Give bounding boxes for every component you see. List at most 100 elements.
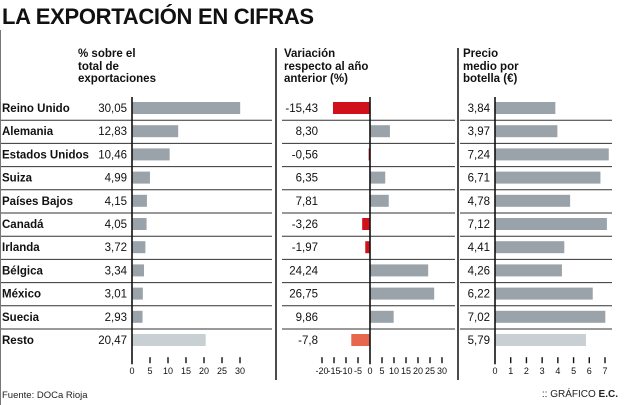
- header-variation-line: anterior (%): [284, 73, 348, 85]
- bar-price: [495, 287, 593, 300]
- tick-label: 20: [413, 366, 423, 376]
- tick-label: -15: [327, 366, 340, 376]
- bar-share: [132, 241, 146, 254]
- country-label: Canadá: [2, 219, 44, 231]
- value-label: 24,24: [289, 265, 318, 277]
- bar-variation: [351, 334, 370, 346]
- bar-variation: [370, 194, 389, 207]
- value-label: -0,56: [292, 149, 318, 161]
- tick-label: 15: [181, 366, 191, 376]
- value-label: 3,01: [105, 289, 127, 301]
- bar-price: [495, 310, 606, 323]
- tick-label: 2: [524, 366, 529, 376]
- credit-brand: E.C.: [598, 389, 618, 400]
- value-label: -7,8: [298, 335, 318, 347]
- tick-label: 30: [235, 366, 245, 376]
- tick-label: -20: [315, 366, 328, 376]
- country-label: Irlanda: [2, 242, 40, 254]
- value-label: 26,75: [289, 289, 318, 301]
- tick-label: 25: [217, 366, 227, 376]
- country-label: Reino Unido: [2, 103, 70, 115]
- tick-label: 20: [199, 366, 209, 376]
- country-label: Bélgica: [2, 265, 44, 277]
- value-label: -3,26: [292, 219, 318, 231]
- tick-label: 5: [147, 366, 152, 376]
- country-label: Suecia: [2, 312, 40, 324]
- tick-label: 10: [389, 366, 399, 376]
- tick-label: 5: [379, 366, 384, 376]
- bar-price: [495, 148, 609, 161]
- bar-price: [495, 264, 562, 277]
- value-label: 4,99: [105, 173, 127, 185]
- value-label: 5,79: [468, 335, 490, 347]
- bar-share: [132, 264, 145, 277]
- value-label: 7,24: [468, 149, 491, 161]
- tick-label: 5: [571, 366, 576, 376]
- credit: :: GRÁFICO E.C.: [542, 389, 618, 400]
- header-price-line: medio por: [463, 60, 519, 73]
- bar-price: [495, 241, 565, 254]
- bar-variation: [365, 241, 370, 254]
- header-variation: Variación respecto al año anterior (%): [284, 48, 368, 86]
- value-label: 8,30: [296, 126, 318, 138]
- bar-share: [132, 287, 143, 300]
- bar-price: [495, 171, 601, 184]
- tick-label: 25: [425, 366, 435, 376]
- value-label: -1,97: [292, 242, 318, 254]
- bar-variation: [370, 171, 386, 184]
- tick-label: 4: [555, 366, 560, 376]
- header-share-line: exportaciones: [78, 73, 156, 85]
- value-label: 4,15: [105, 196, 127, 208]
- header-share-line: % sobre el: [78, 48, 136, 60]
- value-label: -15,43: [285, 103, 318, 115]
- tick-label: 30: [437, 366, 447, 376]
- value-label: 4,78: [468, 196, 490, 208]
- bar-price: [495, 334, 586, 346]
- value-label: 10,46: [98, 149, 127, 161]
- value-label: 3,72: [105, 242, 127, 254]
- source-note: Fuente: DOCa Rioja: [2, 390, 88, 401]
- bar-share: [132, 171, 150, 184]
- value-label: 12,83: [98, 126, 127, 138]
- bar-price: [495, 218, 607, 230]
- value-label: 3,34: [105, 265, 128, 277]
- tick-label: 0: [492, 366, 497, 376]
- value-label: 6,35: [296, 173, 318, 185]
- bar-variation: [370, 310, 394, 323]
- value-label: 6,71: [468, 173, 490, 185]
- tick-label: 0: [367, 366, 372, 376]
- bar-price: [495, 125, 558, 138]
- header-price: Precio medio por botella (€): [463, 48, 519, 86]
- header-share: % sobre el total de exportaciones: [78, 48, 156, 86]
- bar-variation: [362, 218, 370, 230]
- value-label: 4,26: [468, 265, 490, 277]
- tick-label: 15: [401, 366, 411, 376]
- value-label: 2,93: [105, 312, 127, 324]
- value-label: 3,97: [468, 126, 490, 138]
- bar-variation: [332, 102, 370, 114]
- bar-variation: [370, 125, 390, 138]
- bar-price: [495, 194, 571, 207]
- bar-share: [132, 218, 147, 230]
- tick-label: 10: [163, 366, 173, 376]
- country-label: Suiza: [2, 173, 33, 185]
- tick-label: 7: [602, 366, 607, 376]
- tick-label: -10: [339, 366, 352, 376]
- tick-label: 6: [587, 366, 592, 376]
- value-label: 4,41: [468, 242, 490, 254]
- credit-prefix: :: GRÁFICO: [541, 389, 599, 400]
- bar-price: [495, 102, 556, 114]
- header-price-line: Precio: [463, 48, 499, 60]
- country-label: México: [2, 289, 41, 301]
- bar-share: [132, 102, 241, 114]
- bar-share: [132, 148, 170, 161]
- value-label: 4,05: [105, 219, 127, 231]
- country-label: Países Bajos: [2, 196, 73, 208]
- header-variation-line: Variación: [284, 48, 336, 60]
- header-price-line: botella (€): [463, 73, 518, 85]
- bar-share: [132, 125, 179, 138]
- tick-label: 0: [129, 366, 134, 376]
- tick-label: -5: [354, 366, 362, 376]
- tick-label: 1: [508, 366, 513, 376]
